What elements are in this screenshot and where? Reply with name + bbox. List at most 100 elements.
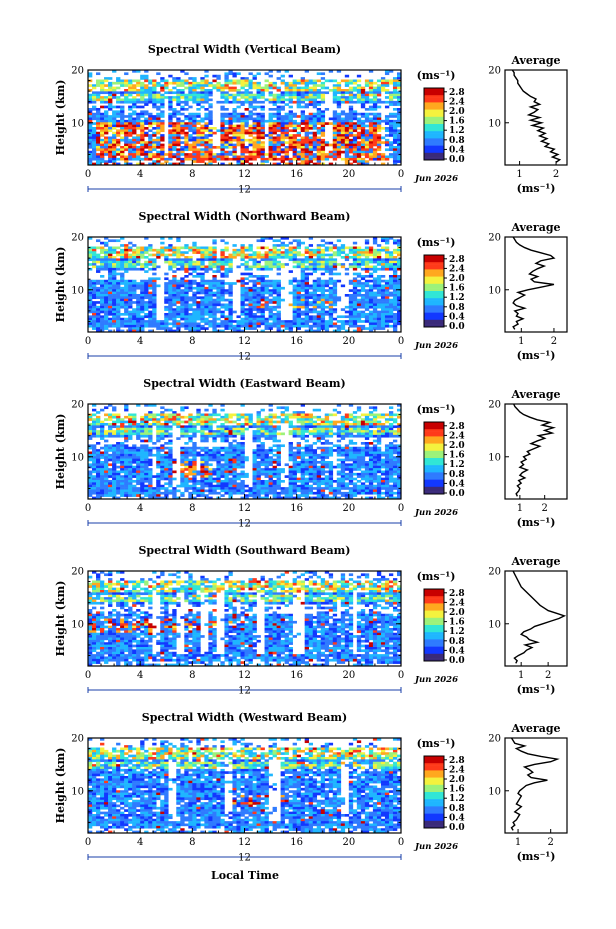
heat-cell [100,291,105,295]
heat-cell [176,289,181,292]
heat-cell [224,100,229,104]
heat-cell [92,282,97,285]
heat-cell [204,91,209,95]
colorbar-swatch [424,307,444,311]
heat-cell [252,258,257,262]
heat-cell [340,122,346,125]
heat-cell [356,310,362,314]
heat-cell [264,320,269,323]
heat-cell [244,246,249,250]
heat-cell [132,418,137,421]
heat-cell [392,329,398,333]
heat-cell [276,291,281,295]
heat-cell [104,263,109,266]
panel-title: Spectral Width (Vertical Beam) [148,43,341,56]
heat-cell [340,420,346,424]
heat-cell [160,406,165,410]
heat-cell [100,138,105,142]
heat-cell [160,327,165,330]
heat-cell [272,251,277,254]
heat-cell [120,115,125,118]
heat-cell [320,155,326,159]
heat-cell [240,129,245,133]
heat-cell [144,251,149,254]
heat-cell [116,294,121,297]
heat-cell [388,286,394,290]
heat-cell [208,291,213,295]
heat-cell [152,258,157,262]
heat-cell [392,89,398,92]
heat-cell [332,301,338,304]
heat-cell [344,122,350,125]
heat-cell [316,129,322,133]
heat-cell [120,425,125,429]
heat-cell [204,84,209,87]
heat-cell [364,84,370,87]
heat-cell [320,305,326,309]
heat-cell [140,100,145,104]
colorbar-unit: (ms⁻¹) [417,236,456,249]
heat-cell [104,119,109,123]
heat-cell [304,81,309,85]
heat-cell [144,91,149,95]
heat-cell [392,275,398,278]
heat-cell [356,253,362,257]
heat-cell [288,303,293,307]
heat-cell [200,79,205,83]
heat-cell [304,308,309,311]
heat-cell [120,313,125,316]
heat-cell [204,415,209,419]
heat-cell [372,81,378,85]
heat-cell [96,79,101,83]
heat-cell [152,84,157,87]
heat-cell [192,320,197,323]
heat-cell [276,313,281,316]
heat-cell [220,256,225,259]
heat-cell [180,305,185,309]
heat-cell [208,155,213,159]
heat-cell [300,317,305,321]
heat-cell [344,143,350,147]
heat-cell [256,415,261,419]
heat-cell [100,105,105,109]
heat-cell [300,275,305,278]
heat-cell [180,263,185,266]
heat-cell [220,294,225,297]
heat-cell [172,413,177,417]
heatmap-cells [88,70,402,166]
heat-cell [308,122,314,125]
heat-cell [228,320,233,323]
heat-cell [132,119,137,123]
heat-cell [276,122,281,125]
heat-cell [328,423,334,426]
heat-cell [268,425,273,429]
heat-cell [328,315,334,319]
heat-cell [172,296,177,300]
heat-cell [156,162,161,166]
heat-cell [108,322,113,326]
heat-cell [88,98,93,102]
heat-cell [196,411,201,414]
heat-cell [284,153,289,156]
heat-cell [364,108,370,111]
heat-cell [320,134,326,137]
heat-cell [148,305,153,309]
heat-cell [172,315,177,319]
heat-cell [252,77,257,80]
heat-cell [276,77,281,80]
heat-cell [308,98,314,102]
heat-cell [220,291,225,295]
heat-cell [388,418,394,421]
heat-cell [228,86,233,90]
colorbar-swatch [424,276,444,280]
heat-cell [200,150,205,154]
heat-cell [184,148,189,152]
heat-cell [224,246,229,250]
heat-cell [228,162,233,166]
heat-cell [116,96,121,99]
heat-cell [236,320,241,323]
heat-cell [140,291,145,295]
heat-cell [240,117,245,121]
heat-cell [252,298,257,302]
heat-cell [280,406,285,410]
